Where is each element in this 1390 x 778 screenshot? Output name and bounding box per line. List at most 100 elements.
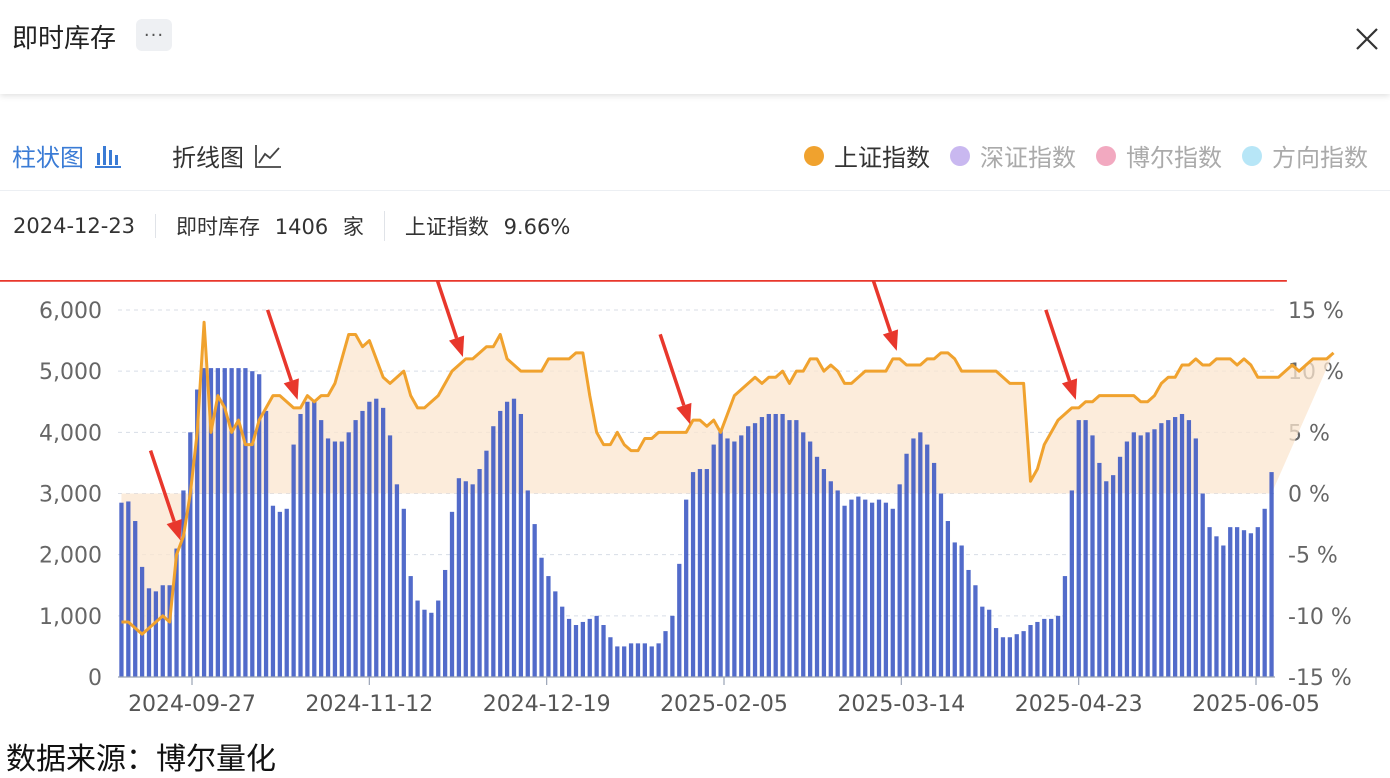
y-left-tick-label: 0 [88, 666, 102, 691]
inventory-bar [298, 413, 303, 677]
inventory-bar [835, 490, 840, 677]
info-index-label: 上证指数 [404, 215, 489, 239]
inventory-bar [945, 521, 951, 677]
inventory-bar [305, 401, 310, 677]
inventory-bar [126, 501, 131, 677]
inventory-bar [642, 643, 647, 677]
inventory-bar [339, 441, 344, 677]
inventory-bar [911, 438, 916, 677]
inventory-bar [931, 462, 937, 677]
inventory-bar [1255, 527, 1260, 677]
inventory-bar [704, 469, 709, 677]
y-left-tick-label: 6,000 [39, 299, 102, 324]
inventory-bar [1117, 456, 1123, 677]
inventory-bar [622, 646, 627, 677]
inventory-bar [787, 420, 792, 677]
inventory-bar [959, 545, 964, 677]
inventory-bar [594, 615, 599, 677]
inventory-bar [601, 625, 606, 677]
inventory-bar [160, 585, 165, 677]
inventory-bar [794, 420, 799, 677]
inventory-bar [1186, 420, 1192, 677]
inventory-bar [1014, 634, 1019, 677]
legend-label-shanghai: 上证指数 [834, 144, 930, 172]
inventory-bar [449, 511, 455, 677]
red-arrow-annotation [435, 280, 465, 358]
legend-item-shenzhen[interactable]: 深证指数 [950, 138, 1076, 173]
inventory-bar [1248, 533, 1254, 677]
inventory-chart[interactable]: 0 1,000 2,000 3,000 4,000 5,000 6,000 -15 % -10 … [0, 280, 1390, 725]
inventory-bar [1000, 637, 1006, 677]
inventory-bar [1200, 493, 1205, 677]
inventory-bar [119, 502, 124, 677]
y-left-tick-label: 4,000 [39, 421, 102, 446]
legend: 上证指数 深证指数 博尔指数 方向指数 [804, 138, 1368, 173]
inventory-bar [498, 410, 503, 677]
inventory-bar [188, 432, 193, 677]
inventory-bar [821, 469, 827, 677]
inventory-bar [580, 621, 586, 677]
inventory-bar [1262, 508, 1267, 677]
inventory-bar [491, 426, 496, 677]
inventory-bar [690, 472, 696, 677]
legend-item-shanghai[interactable]: 上证指数 [804, 138, 930, 173]
inventory-bar [1152, 429, 1157, 677]
inventory-bar [925, 444, 930, 677]
hover-info-bar: 2024-12-23 即时库存 1406 家 上证指数 9.66% [0, 206, 590, 246]
inventory-bar [1069, 490, 1074, 677]
close-icon[interactable] [1352, 24, 1382, 54]
inventory-bar [993, 628, 999, 677]
inventory-bar [1145, 432, 1150, 677]
inventory-bar [1214, 536, 1219, 677]
inventory-bar [560, 606, 565, 677]
inventory-bar [1221, 545, 1226, 677]
inventory-bar [1166, 420, 1171, 677]
inventory-bar [828, 481, 833, 677]
tab-line-chart[interactable]: 折线图 [172, 138, 282, 173]
more-options-button[interactable]: ··· [136, 19, 172, 51]
inventory-bar [277, 511, 282, 677]
tab-line-chart-label: 折线图 [172, 144, 244, 172]
inventory-bar [236, 368, 241, 677]
inventory-bar [876, 499, 882, 677]
inventory-bar [759, 417, 765, 677]
legend-label-boer: 博尔指数 [1126, 144, 1222, 172]
inventory-bar [181, 490, 186, 677]
inventory-bar [1269, 472, 1274, 677]
inventory-bar [725, 438, 730, 677]
inventory-bar [918, 432, 923, 677]
inventory-bar [415, 600, 420, 677]
tab-bar-chart[interactable]: 柱状图 [12, 138, 122, 173]
y-right-tick-label: -15 % [1288, 666, 1352, 691]
inventory-bar [463, 481, 468, 677]
inventory-bar [966, 569, 971, 677]
inventory-bar [1028, 625, 1033, 677]
inventory-bar [442, 569, 448, 677]
inventory-bar [195, 389, 200, 677]
legend-item-boer[interactable]: 博尔指数 [1096, 138, 1222, 173]
inventory-bar [897, 484, 902, 677]
tab-bar-chart-label: 柱状图 [12, 144, 84, 172]
inventory-bar [1179, 413, 1185, 677]
inventory-bar [1234, 527, 1240, 677]
inventory-bar [553, 591, 558, 677]
inventory-bar [635, 643, 641, 677]
inventory-bar [139, 566, 145, 677]
info-date: 2024-12-23 [0, 214, 157, 238]
inventory-bar [270, 505, 276, 677]
inventory-bar [263, 410, 269, 677]
inventory-bar [484, 450, 489, 677]
legend-item-direction[interactable]: 方向指数 [1242, 138, 1368, 173]
inventory-bar [1228, 527, 1233, 677]
inventory-bar [615, 646, 620, 677]
red-arrow-annotation [148, 449, 182, 541]
inventory-bar [766, 413, 771, 677]
inventory-bar [684, 499, 689, 677]
inventory-bar [842, 505, 847, 677]
info-index: 上证指数 9.66% [385, 211, 590, 241]
inventory-bar [539, 557, 544, 677]
inventory-bar [394, 484, 400, 677]
inventory-bar [987, 609, 992, 677]
inventory-bar [814, 456, 820, 677]
inventory-bar [1173, 417, 1178, 677]
